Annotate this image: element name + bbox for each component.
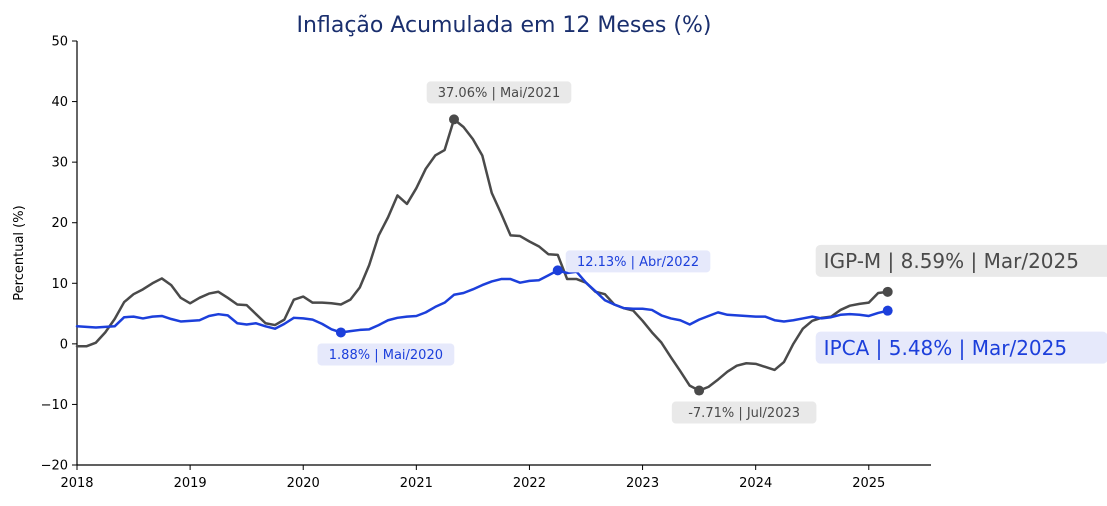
- x-tick-label: 2022: [513, 476, 546, 491]
- y-tick-label: 40: [51, 95, 68, 110]
- chart-title: Inflação Acumulada em 12 Meses (%): [297, 13, 712, 38]
- annotation-text: 1.88% | Mai/2020: [329, 348, 443, 363]
- axes: −20 −10 0 10 20 30 40 50 2018 2019 2020 2021 2022 202…: [41, 35, 931, 491]
- y-tick-label: 20: [51, 216, 68, 231]
- end-label-box: [815, 244, 1107, 277]
- y-tick-label: 0: [60, 337, 68, 352]
- end-label-text: IPCA | 5.48% | Mar/2025: [824, 336, 1067, 360]
- y-tick-label: −10: [41, 398, 68, 413]
- x-tick-label: 2021: [400, 476, 433, 491]
- annotation-box: [671, 401, 817, 424]
- x-tick-label: 2020: [287, 476, 320, 491]
- annotation-box: [426, 81, 572, 104]
- x-tick-label: 2023: [626, 476, 659, 491]
- y-tick-label: 30: [51, 156, 68, 171]
- end-point: [882, 286, 893, 297]
- x-tick-label: 2024: [739, 476, 772, 491]
- annotation-point: [335, 327, 346, 338]
- annotation-box: [565, 250, 711, 273]
- y-axis-label: Percentual (%): [12, 205, 27, 300]
- series-line-ipca: [75, 269, 889, 334]
- annotation-text: 12.13% | Abr/2022: [577, 255, 699, 270]
- y-tick-label: 10: [51, 277, 68, 292]
- x-tick-label: 2025: [852, 476, 885, 491]
- annotations: 37.06% | Mai/2021 -7.71% | Jul/2023 1.88% …: [317, 81, 1107, 424]
- y-tick-label: 50: [51, 35, 68, 50]
- x-tick-label: 2018: [60, 476, 93, 491]
- series-line-igp-m: [75, 118, 889, 392]
- y-tick-label: −20: [41, 459, 68, 474]
- annotation-text: -7.71% | Jul/2023: [688, 406, 800, 421]
- end-label-text: IGP-M | 8.59% | Mar/2025: [824, 249, 1079, 273]
- x-tick-label: 2019: [174, 476, 207, 491]
- end-label-box: [815, 331, 1107, 364]
- annotation-point: [552, 265, 563, 276]
- end-point: [882, 305, 893, 316]
- annotation-point: [694, 385, 705, 396]
- annotation-point: [449, 114, 460, 125]
- annotation-text: 37.06% | Mai/2021: [438, 86, 560, 101]
- annotation-box: [317, 343, 455, 366]
- series-lines: [75, 118, 889, 392]
